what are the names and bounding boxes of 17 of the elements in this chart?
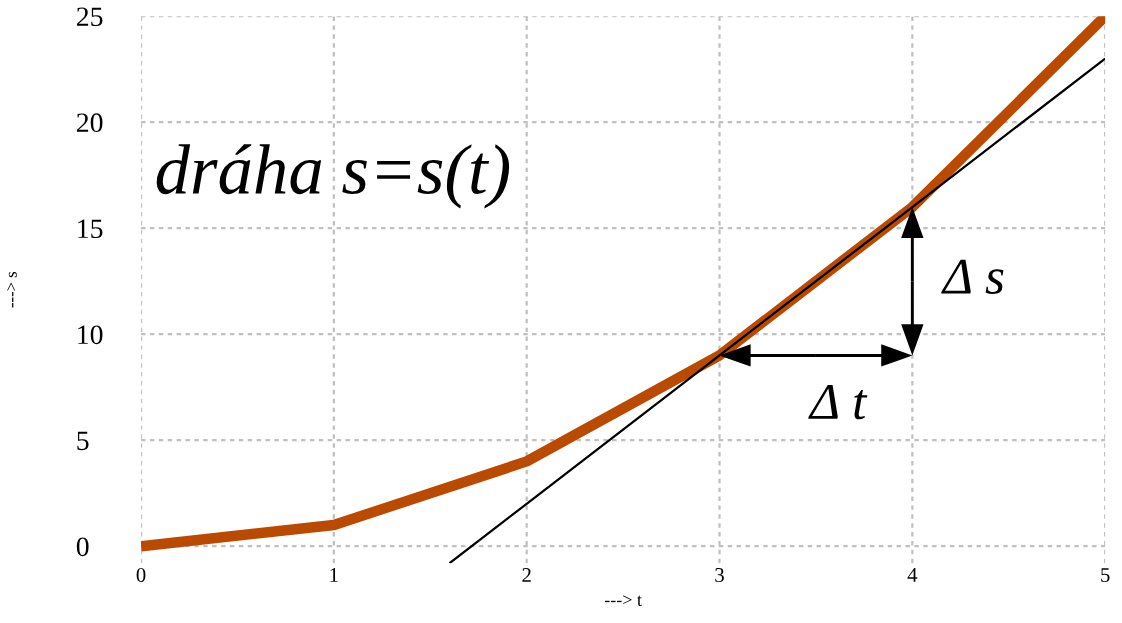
annotation: Δ s: [941, 259, 1004, 295]
x-tick-label: 3: [715, 568, 724, 583]
annotation: dráha s=s(t): [156, 144, 510, 209]
y-tick-label: 10: [78, 325, 103, 345]
y-axis-title: ---> s: [7, 271, 17, 308]
y-tick-label: 20: [76, 113, 103, 133]
x-tick-label: 1: [330, 568, 338, 582]
x-tick-label: 2: [522, 568, 531, 582]
x-tick-label: 0: [136, 567, 146, 583]
y-tick-label: 0: [76, 537, 89, 557]
y-tick-label: 5: [77, 431, 89, 451]
annotation: Δ t: [808, 384, 868, 420]
y-tick-label: 25: [76, 7, 103, 27]
x-tick-label: 5: [1101, 568, 1110, 583]
x-tick-label: 4: [907, 568, 918, 582]
x-axis-title: ---> t: [604, 595, 642, 606]
y-tick-label: 15: [78, 219, 103, 239]
